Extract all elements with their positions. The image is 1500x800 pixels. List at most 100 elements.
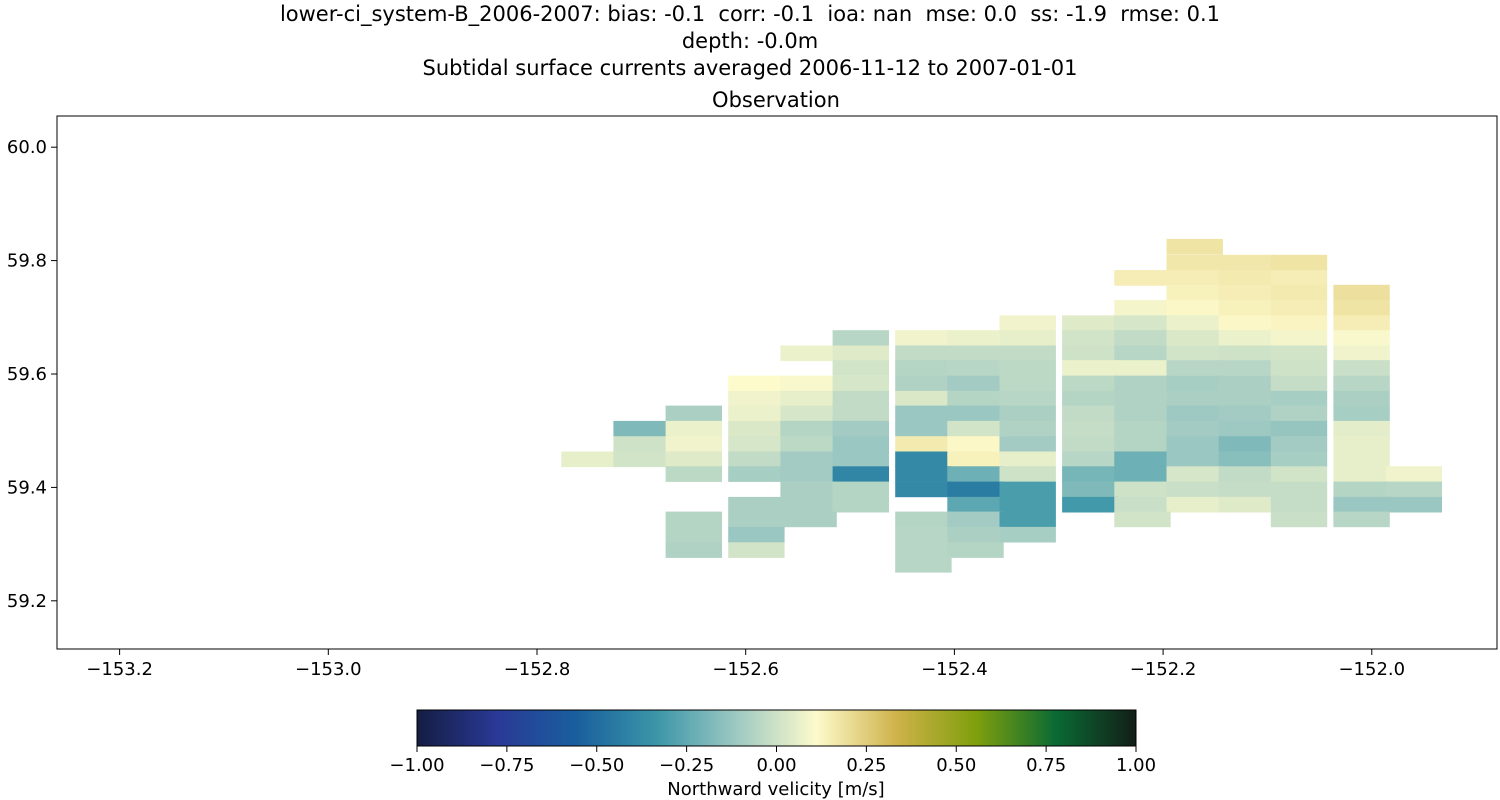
heatmap-cell (1270, 375, 1328, 392)
heatmap-cell (1333, 481, 1390, 498)
heatmap-cell (895, 511, 952, 528)
heatmap-cell (1062, 436, 1119, 452)
x-tick-label: −152.4 (921, 659, 988, 680)
heatmap-cell (1166, 270, 1223, 286)
heatmap-cell (665, 405, 722, 422)
heatmap-cell (728, 390, 785, 407)
heatmap-cell (728, 451, 785, 468)
heatmap-cell (1218, 345, 1276, 362)
heatmap-cell (832, 466, 889, 482)
heatmap-cell (728, 511, 785, 528)
heatmap-cell (1166, 300, 1223, 316)
heatmap-cell (947, 375, 1004, 392)
heatmap-cell (1062, 466, 1119, 482)
heatmap-cell (1270, 451, 1328, 468)
x-tick-label: −152.8 (504, 659, 571, 680)
heatmap-cell (947, 330, 1004, 346)
heatmap-cell (728, 466, 785, 482)
heatmap-cell (1333, 466, 1390, 482)
heatmap-cell (728, 436, 785, 452)
colorbar-label: Northward velicity [m/s] (667, 779, 884, 800)
colorbar (416, 709, 1137, 747)
heatmap-cell (832, 345, 889, 362)
heatmap-cell (999, 330, 1056, 346)
heatmap-cell (728, 375, 785, 392)
heatmap-cell (895, 345, 952, 362)
heatmap-cell (1062, 330, 1119, 346)
heatmap-cell (895, 542, 952, 558)
heatmap-cell (832, 390, 889, 407)
heatmap-cell (665, 436, 722, 452)
y-tick-label: 59.8 (7, 251, 47, 272)
heatmap-cell (832, 420, 889, 437)
header-line-3: Subtidal surface currents averaged 2006-… (422, 56, 1078, 80)
heatmap-cell (1270, 284, 1328, 301)
heatmap-cell (1166, 420, 1223, 437)
heatmap-cell (1270, 360, 1328, 376)
header-line-1: lower-ci_system-B_2006-2007: bias: -0.1 … (279, 2, 1221, 26)
heatmap-cell (1270, 420, 1328, 437)
heatmap-cell (1218, 496, 1276, 513)
heatmap-cell (1218, 436, 1276, 452)
y-axis: 59.2 59.4 59.6 59.8 60.0 (7, 137, 57, 612)
heatmap-cell (1114, 405, 1171, 422)
heatmap-cell (895, 405, 952, 422)
heatmap-cell (947, 436, 1004, 452)
heatmap-cell (1333, 345, 1390, 362)
heatmap-cell (832, 375, 889, 392)
heatmap-cell (1333, 451, 1390, 468)
heatmap-cell (999, 481, 1056, 498)
heatmap-cell (1218, 254, 1276, 271)
heatmap-cell (999, 390, 1056, 407)
heatmap-cell (1166, 375, 1223, 392)
heatmap-cell (895, 375, 952, 392)
heatmap-cell (1270, 405, 1328, 422)
heatmap-cell (1114, 466, 1171, 482)
heatmap-cell (1270, 511, 1328, 528)
heatmap-cell (999, 375, 1056, 392)
heatmap-cell (999, 345, 1056, 362)
heatmap-cell (728, 405, 785, 422)
heatmap-cell (1114, 300, 1171, 316)
heatmap-cell (895, 466, 952, 482)
heatmap-cell (1114, 390, 1171, 407)
colorbar-tick-label: 0.00 (756, 755, 796, 776)
heatmap-cell (1270, 345, 1328, 362)
heatmap-cell (1270, 300, 1328, 316)
heatmap-cell (895, 557, 952, 573)
heatmap-cell (1385, 481, 1442, 498)
header-line-2: depth: -0.0m (681, 29, 819, 53)
heatmap-cell (1270, 330, 1328, 346)
plot-frame (56, 115, 1498, 650)
heatmap-cell (780, 405, 837, 422)
heatmap-cell (999, 360, 1056, 376)
heatmap-cell (780, 496, 837, 513)
heatmap-cell (1270, 436, 1328, 452)
heatmap-cell (1333, 375, 1390, 392)
heatmap-cell (1218, 466, 1276, 482)
heatmap-cell (1166, 451, 1223, 468)
colorbar-tick-label: 1.00 (1116, 755, 1156, 776)
heatmap-cell (1166, 238, 1223, 255)
heatmap-cell (728, 496, 785, 513)
heatmap-cell (1166, 284, 1223, 301)
heatmap-cell (895, 481, 952, 498)
heatmap-cell (1166, 466, 1223, 482)
heatmap-cell (1166, 330, 1223, 346)
heatmap-cell (999, 451, 1056, 468)
heatmap-cell (999, 511, 1056, 528)
colorbar-tick-label: 0.50 (936, 755, 976, 776)
heatmap-cell (1166, 315, 1223, 331)
heatmap-cell (947, 345, 1004, 362)
heatmap-cell (780, 375, 837, 392)
y-tick-label: 59.4 (7, 477, 47, 498)
heatmap-cell (832, 405, 889, 422)
heatmap-cell (1333, 511, 1390, 528)
heatmap-cell (1218, 270, 1276, 286)
heatmap-cell (999, 405, 1056, 422)
heatmap-cell (947, 420, 1004, 437)
heatmap-cell (1166, 405, 1223, 422)
heatmap-cell (999, 466, 1056, 482)
x-axis: −153.2 −153.0 −152.8 −152.6 −152.4 −152.2 −152… (86, 649, 1405, 680)
